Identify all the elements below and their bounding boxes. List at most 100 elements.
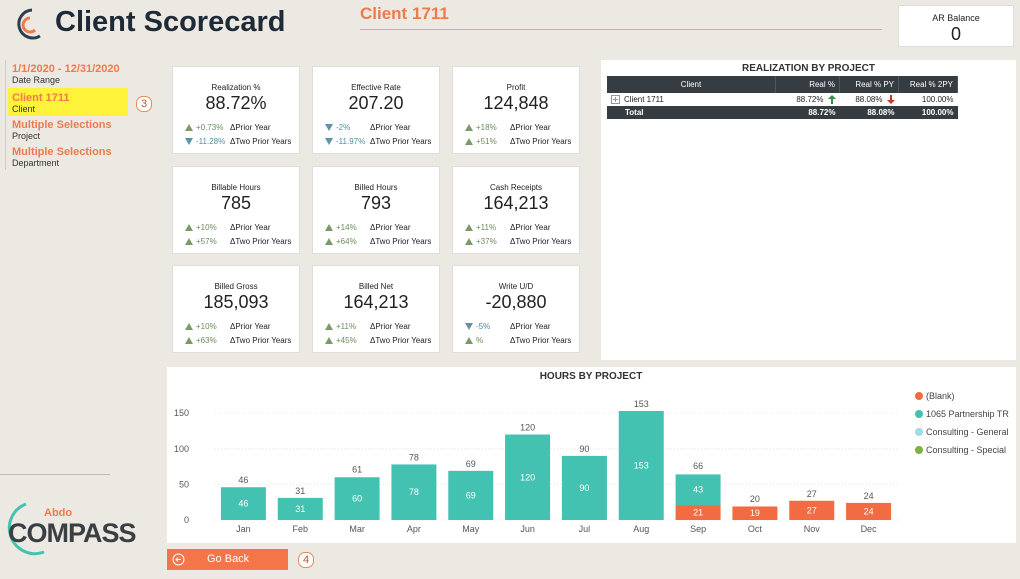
total-label: 69 bbox=[466, 459, 476, 469]
page-title: Client Scorecard bbox=[55, 6, 286, 38]
trend-arrow bbox=[325, 223, 333, 231]
filter: 1/1/2020 - 12/31/2020 Date Range bbox=[12, 64, 120, 86]
selected-filter-highlight bbox=[8, 88, 128, 116]
trend-arrow bbox=[465, 123, 473, 131]
column-header: Real % bbox=[775, 76, 840, 93]
legend-label: 1065 Partnership TR bbox=[926, 409, 1009, 419]
change-label: ΔTwo Prior Years bbox=[370, 335, 432, 345]
arrow-shape bbox=[465, 322, 473, 330]
bar-segment bbox=[675, 474, 721, 506]
bar-segment bbox=[448, 470, 494, 520]
filter: Client 1711 Client bbox=[12, 93, 69, 115]
change-label: ΔPrior Year bbox=[510, 321, 551, 331]
change-value: +63% bbox=[196, 335, 217, 345]
total-label: 90 bbox=[579, 444, 589, 454]
kpi-change: +63% ΔTwo Prior Years bbox=[185, 334, 291, 346]
kpi-change: +11% ΔPrior Year bbox=[465, 221, 550, 233]
change-value: +45% bbox=[336, 335, 357, 345]
trend-arrow bbox=[185, 322, 193, 330]
change-value: -11.28% bbox=[196, 136, 226, 146]
table-cell: 88.08% bbox=[840, 93, 899, 106]
trend-arrow bbox=[325, 237, 333, 245]
chart-title: HOURS BY PROJECT bbox=[540, 371, 643, 382]
filter-value: Multiple Selections bbox=[12, 146, 112, 158]
total-label: 27 bbox=[807, 489, 817, 499]
table-panel: REALIZATION BY PROJECT Client Real % Real … bbox=[601, 60, 1016, 360]
arrow-shape bbox=[325, 237, 333, 245]
change-label: ΔPrior Year bbox=[230, 222, 271, 232]
change-label: ΔTwo Prior Years bbox=[370, 236, 432, 246]
bar-segment bbox=[391, 464, 437, 520]
bar-segment bbox=[334, 477, 380, 520]
client-name: Client 1711 bbox=[360, 4, 449, 23]
kpi-title: Effective Rate bbox=[351, 83, 401, 92]
kpi-card: Billed Net 164,213 +11% ΔPrior Year +45% ΔTwo… bbox=[312, 265, 440, 353]
arrow-shape bbox=[325, 336, 333, 344]
x-tick-label: Nov bbox=[804, 524, 821, 534]
trend-arrow bbox=[325, 123, 333, 131]
kpi-title: Write U/D bbox=[498, 282, 534, 291]
arrow-shape bbox=[185, 336, 193, 344]
expand-box bbox=[611, 95, 620, 105]
bar-segment bbox=[561, 455, 607, 520]
trend-icon bbox=[827, 95, 836, 105]
arrow-shape bbox=[185, 237, 193, 245]
y-tick-label: 0 bbox=[184, 515, 189, 525]
filter-value: Client 1711 bbox=[12, 92, 70, 104]
trend-shape bbox=[886, 95, 895, 105]
kpi-title: Realization % bbox=[211, 83, 261, 92]
kpi-title: Billed Hours bbox=[354, 183, 398, 192]
arrow-shape bbox=[185, 137, 193, 145]
chart-panel: HOURS BY PROJECT 0 50 100 150 Jan 46 46 Feb 31 31 M… bbox=[167, 367, 1016, 543]
change-label: ΔTwo Prior Years bbox=[370, 136, 432, 146]
ar-value: 0 bbox=[950, 24, 961, 44]
table: Client Real % Real % PY Real % 2PY Client 17… bbox=[607, 76, 958, 119]
trend-arrow bbox=[465, 237, 473, 245]
bar-segment bbox=[618, 410, 664, 520]
trend-shape bbox=[827, 95, 836, 105]
total-label: 31 bbox=[295, 486, 305, 496]
legend-swatch bbox=[915, 428, 923, 436]
total-label: 24 bbox=[864, 491, 874, 501]
logo: Abdo COMPASS bbox=[7, 502, 137, 556]
arrow-shape bbox=[465, 237, 473, 245]
change-value: -11.97% bbox=[336, 136, 366, 146]
x-tick-label: Feb bbox=[292, 524, 308, 534]
trend-arrow bbox=[465, 322, 473, 330]
kpi-value: -20,880 bbox=[485, 292, 547, 312]
kpi-value: 124,848 bbox=[483, 93, 549, 113]
kpi-card: Cash Receipts 164,213 +11% ΔPrior Year +37% Δ… bbox=[452, 166, 580, 254]
filter-label: Department bbox=[12, 158, 60, 168]
total-label: 20 bbox=[750, 494, 760, 504]
badge: 3 bbox=[136, 96, 152, 112]
arrow-shape bbox=[325, 137, 333, 145]
change-label: ΔPrior Year bbox=[370, 222, 411, 232]
change-value: +10% bbox=[196, 321, 217, 331]
x-tick-label: Apr bbox=[407, 524, 421, 534]
header-row: Client Real % Real % PY Real % 2PY bbox=[607, 76, 958, 93]
kpi-change: +0.73% ΔPrior Year bbox=[185, 121, 270, 133]
legend-swatch bbox=[915, 392, 923, 400]
bar-value-label: 19 bbox=[750, 508, 760, 518]
table-cell: Client 1711 bbox=[607, 93, 776, 106]
kpi-card: Write U/D -20,880 -5% ΔPrior Year% ΔTwo Prio… bbox=[452, 265, 580, 353]
total-label: 78 bbox=[409, 452, 419, 462]
filter-label: Client bbox=[12, 104, 36, 114]
total-label: 46 bbox=[238, 475, 248, 485]
bar-segment bbox=[732, 506, 778, 520]
change-value: +51% bbox=[476, 136, 497, 146]
go-back-button[interactable]: Go Back bbox=[167, 549, 288, 570]
total-cell: 88.08% bbox=[839, 106, 899, 119]
kpi-change: +57% ΔTwo Prior Years bbox=[185, 235, 291, 247]
button-label: Go Back bbox=[207, 553, 250, 565]
trend-arrow bbox=[465, 223, 473, 231]
change-value: +14% bbox=[336, 222, 357, 232]
divider bbox=[5, 60, 6, 170]
filter: Multiple Selections Project bbox=[12, 120, 112, 142]
arrow-shape bbox=[325, 123, 333, 131]
kpi-title: Billable Hours bbox=[211, 183, 261, 192]
divider bbox=[360, 29, 882, 30]
y-tick-label: 50 bbox=[179, 479, 189, 489]
bar-value-label: 90 bbox=[579, 483, 589, 493]
kpi-value: 164,213 bbox=[343, 292, 409, 312]
